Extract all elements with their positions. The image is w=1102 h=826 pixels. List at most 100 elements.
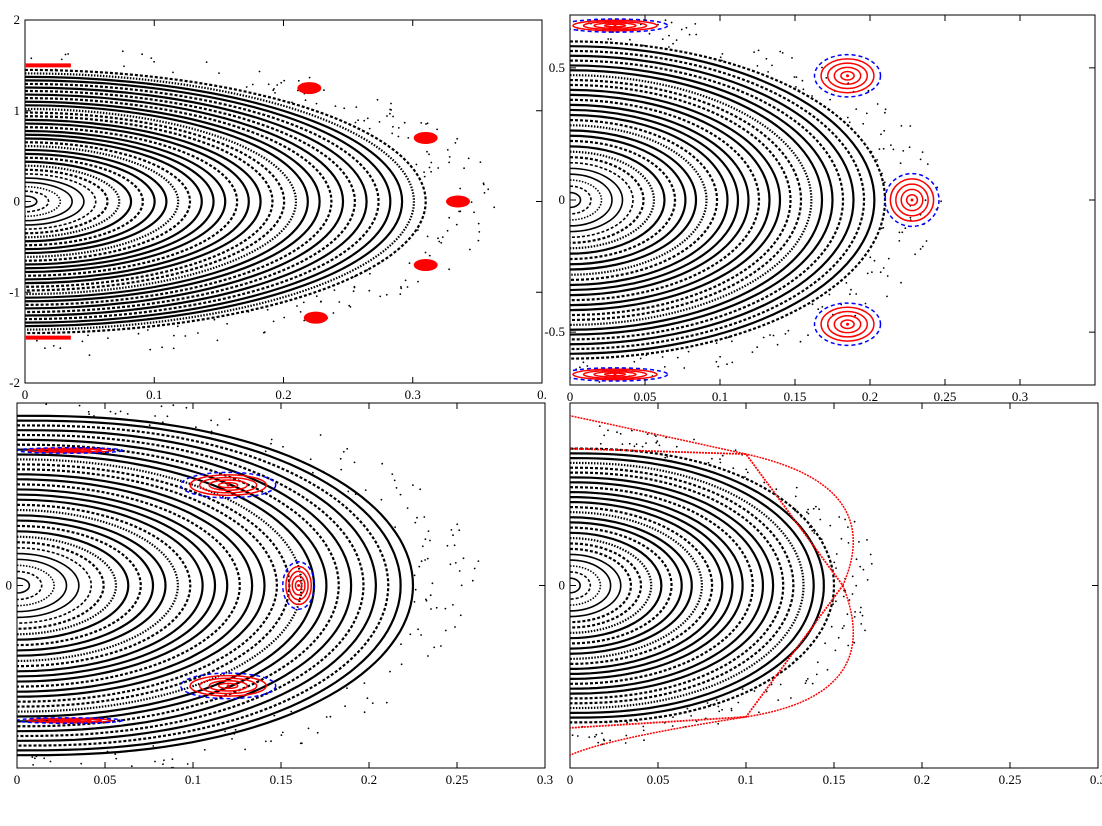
chaotic-point bbox=[59, 347, 62, 350]
series-0-orbit bbox=[570, 113, 729, 287]
chaotic-point bbox=[849, 293, 851, 296]
series-0-orbit bbox=[25, 111, 285, 292]
chaotic-point bbox=[840, 537, 843, 540]
chaotic-point bbox=[146, 329, 149, 331]
chaotic-point bbox=[859, 611, 862, 614]
chaotic-point bbox=[633, 445, 636, 448]
chaotic-point bbox=[290, 710, 293, 713]
series-0-orbit bbox=[17, 577, 31, 594]
series-0-orbit bbox=[570, 466, 795, 705]
chaotic-point bbox=[869, 553, 872, 556]
chaotic-point bbox=[860, 606, 862, 609]
chaotic-point bbox=[656, 440, 659, 442]
series-0-orbit bbox=[570, 526, 673, 645]
chaotic-point bbox=[195, 426, 197, 429]
series-0-orbit bbox=[570, 542, 643, 629]
chaotic-point bbox=[940, 200, 942, 203]
chaotic-point bbox=[213, 318, 216, 321]
chaotic-point bbox=[340, 468, 343, 471]
chaotic-point bbox=[400, 287, 403, 290]
chaotic-point bbox=[420, 634, 422, 636]
panel-bottom-left: 0 0.05 0.1 0.15 0.2 0.25 0.3 0 bbox=[6, 395, 553, 787]
chaotic-point bbox=[70, 777, 72, 779]
chaotic-point bbox=[595, 733, 598, 736]
resonance-island bbox=[826, 310, 869, 338]
series-0-orbit bbox=[570, 45, 876, 355]
chaotic-point bbox=[833, 561, 836, 564]
chaotic-point bbox=[812, 507, 815, 510]
y-tick-label: 0 bbox=[6, 578, 13, 593]
x-tick-label: 0.15 bbox=[784, 389, 807, 404]
chaotic-point bbox=[776, 343, 779, 346]
resonance-island bbox=[179, 672, 277, 700]
chaotic-point bbox=[353, 275, 356, 278]
chaotic-point bbox=[423, 516, 426, 518]
series-0-orbit bbox=[17, 473, 266, 698]
chaotic-point bbox=[425, 598, 427, 601]
chaotic-point bbox=[400, 643, 402, 646]
chaotic-point bbox=[829, 524, 832, 527]
series-0-orbit bbox=[570, 54, 855, 346]
chaotic-point bbox=[487, 188, 490, 191]
chaotic-point bbox=[425, 123, 427, 125]
resonance-island bbox=[291, 575, 306, 596]
x-tick-label: 0 bbox=[567, 772, 574, 787]
chaotic-point bbox=[866, 539, 868, 541]
chaotic-point bbox=[663, 366, 666, 368]
outer-lobe bbox=[570, 415, 854, 586]
chaotic-point bbox=[431, 582, 434, 585]
chaotic-point bbox=[610, 38, 612, 41]
chaotic-point bbox=[344, 705, 346, 708]
chaotic-point bbox=[453, 544, 456, 547]
chaotic-point bbox=[386, 115, 388, 117]
chaotic-point bbox=[882, 226, 885, 229]
chaotic-point bbox=[900, 281, 902, 284]
chaotic-point bbox=[876, 103, 879, 105]
chaotic-point bbox=[462, 557, 465, 560]
chaotic-point bbox=[203, 748, 206, 751]
x-tick-label: 0.05 bbox=[647, 772, 670, 787]
chaotic-point bbox=[244, 748, 247, 751]
chaotic-point bbox=[171, 758, 174, 760]
series-0-orbit bbox=[570, 98, 761, 302]
series-0-orbit bbox=[25, 104, 309, 299]
resonance-island bbox=[813, 53, 882, 98]
y-tick-label: 2 bbox=[14, 12, 21, 27]
island-center bbox=[613, 372, 617, 376]
chaotic-point bbox=[693, 438, 695, 441]
chaotic-point bbox=[676, 356, 679, 359]
series-0-orbit bbox=[570, 577, 581, 594]
chaotic-point bbox=[847, 526, 849, 528]
chaotic-point bbox=[429, 594, 432, 597]
chaotic-point bbox=[108, 395, 110, 397]
chaotic-point bbox=[717, 722, 720, 725]
series-0-orbit bbox=[17, 483, 241, 688]
x-tick-label: 0.05 bbox=[94, 772, 117, 787]
series-0-orbit bbox=[570, 93, 771, 307]
chaotic-point bbox=[322, 470, 325, 473]
chaotic-point bbox=[216, 424, 219, 426]
chaotic-point bbox=[721, 59, 723, 62]
chaotic-point bbox=[54, 68, 57, 71]
chaotic-point bbox=[428, 153, 430, 156]
chaotic-point bbox=[404, 279, 407, 282]
chaotic-point bbox=[873, 259, 876, 262]
series-0-orbit bbox=[25, 177, 85, 226]
resonance-island bbox=[813, 302, 882, 347]
chaotic-point bbox=[813, 532, 816, 534]
chaotic-point bbox=[876, 159, 878, 161]
chaotic-point bbox=[666, 456, 669, 458]
series-0-orbit bbox=[25, 133, 215, 270]
chaotic-point bbox=[109, 418, 112, 420]
chaotic-point bbox=[36, 339, 38, 342]
chaotic-point bbox=[795, 76, 798, 78]
chaotic-point bbox=[435, 606, 438, 609]
x-tick-label: 0.2 bbox=[914, 772, 930, 787]
chaotic-point bbox=[811, 682, 814, 685]
series-0-orbit bbox=[570, 173, 613, 227]
chaotic-point bbox=[368, 289, 371, 292]
chaotic-point bbox=[247, 311, 250, 313]
chaotic-point bbox=[820, 538, 823, 540]
chaotic-point bbox=[824, 642, 826, 645]
chaotic-point bbox=[837, 636, 840, 639]
